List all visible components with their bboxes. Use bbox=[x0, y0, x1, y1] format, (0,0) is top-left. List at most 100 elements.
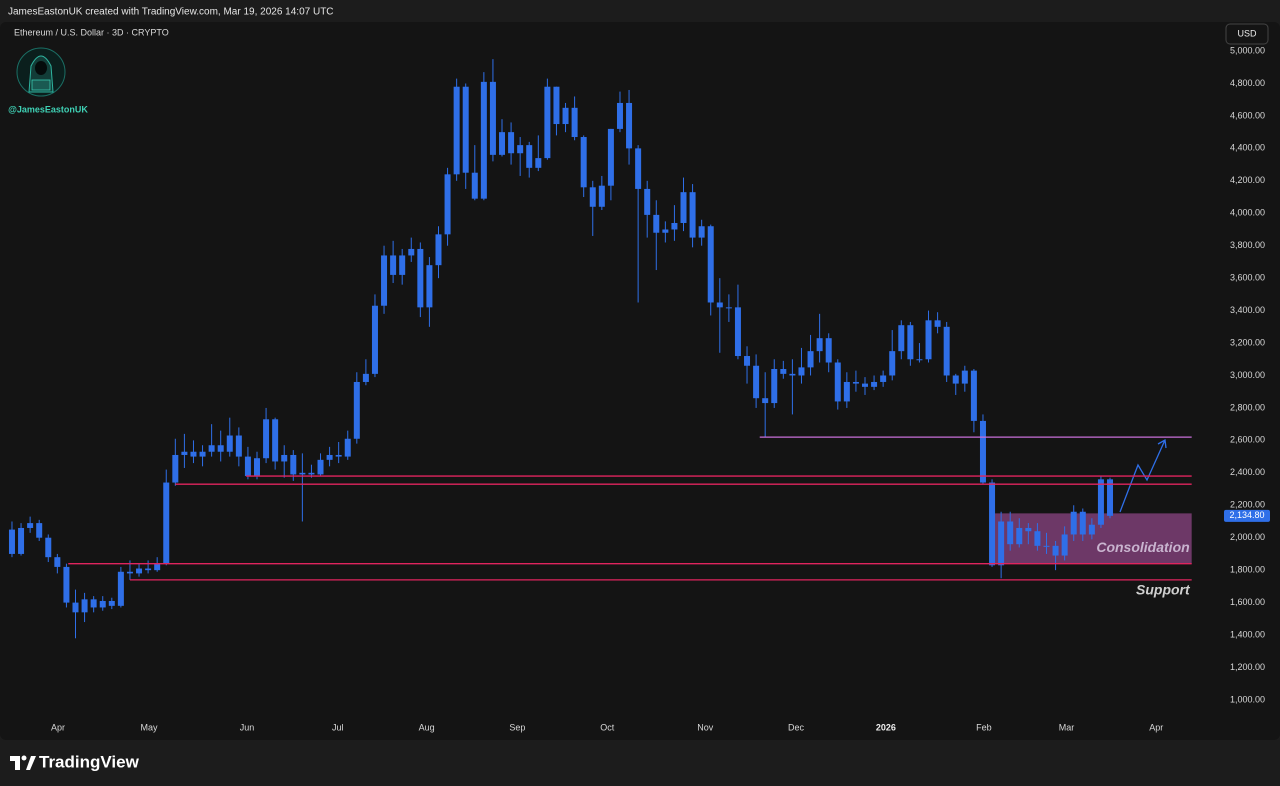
candle-body bbox=[680, 192, 687, 223]
candle-body bbox=[226, 435, 233, 452]
candle-body bbox=[925, 320, 932, 360]
candle-body bbox=[235, 435, 242, 457]
candle-body bbox=[916, 359, 923, 361]
candle-body bbox=[1034, 531, 1041, 546]
candle-body bbox=[1016, 527, 1023, 545]
candle-body bbox=[136, 568, 143, 574]
candle-body bbox=[861, 383, 868, 387]
candle-body bbox=[426, 265, 433, 308]
candle-body bbox=[689, 192, 696, 238]
candle-body bbox=[190, 451, 197, 457]
x-tick-label: Apr bbox=[1149, 722, 1163, 732]
candle-body bbox=[598, 185, 605, 207]
candle-body bbox=[816, 338, 823, 352]
x-tick-label: Oct bbox=[600, 722, 615, 732]
candle-body bbox=[281, 454, 288, 462]
candle-body bbox=[117, 571, 124, 606]
candle-body bbox=[553, 86, 560, 125]
candle-body bbox=[889, 351, 896, 376]
y-tick-label: 2,600.00 bbox=[1230, 435, 1265, 445]
candle-body bbox=[580, 137, 587, 188]
candle-body bbox=[290, 454, 297, 475]
candle-body bbox=[616, 102, 623, 129]
candle-body bbox=[417, 248, 424, 308]
tv-logo bbox=[10, 755, 36, 770]
candle-body bbox=[535, 158, 542, 168]
candle-body bbox=[1079, 511, 1086, 535]
candle-body bbox=[172, 454, 179, 483]
candle-body bbox=[263, 419, 270, 459]
candle-body bbox=[8, 529, 15, 554]
x-tick-label: Dec bbox=[788, 722, 805, 732]
candle-body bbox=[399, 255, 406, 275]
candle-body bbox=[762, 398, 769, 404]
x-tick-label: Jul bbox=[332, 722, 344, 732]
candle-body bbox=[526, 145, 533, 168]
y-tick-label: 3,200.00 bbox=[1230, 337, 1265, 347]
candle-body bbox=[308, 472, 315, 475]
y-tick-label: 3,600.00 bbox=[1230, 273, 1265, 283]
y-tick-label: 1,200.00 bbox=[1230, 662, 1265, 672]
candle-body bbox=[825, 338, 832, 363]
candle-body bbox=[489, 81, 496, 155]
candle-body bbox=[653, 214, 660, 233]
avatar bbox=[16, 47, 66, 97]
x-tick-label: Aug bbox=[419, 722, 435, 732]
candle-body bbox=[626, 102, 633, 149]
candle-body bbox=[390, 255, 397, 275]
candle-body bbox=[444, 174, 451, 235]
candle-body bbox=[253, 458, 260, 477]
candle-body bbox=[453, 86, 460, 175]
candle-body bbox=[145, 568, 152, 571]
candle-body bbox=[344, 438, 351, 457]
candle-body bbox=[1043, 545, 1050, 547]
candle-body bbox=[1025, 527, 1032, 532]
candle-body bbox=[208, 445, 215, 452]
y-tick-label: 4,200.00 bbox=[1230, 175, 1265, 185]
candle-body bbox=[435, 234, 442, 266]
candle-body bbox=[299, 472, 306, 475]
candle-body bbox=[1070, 511, 1077, 535]
plot-background bbox=[0, 22, 1280, 740]
candle-body bbox=[852, 381, 859, 384]
y-tick-label: 3,800.00 bbox=[1230, 240, 1265, 250]
candle-body bbox=[1061, 534, 1068, 556]
x-tick-label: Nov bbox=[697, 722, 714, 732]
candle-body bbox=[979, 420, 986, 483]
candle-body bbox=[163, 482, 170, 564]
candle-body bbox=[607, 128, 614, 186]
candle-body bbox=[562, 107, 569, 125]
credit: JamesEastonUK created with TradingView.c… bbox=[8, 7, 334, 18]
candle-body bbox=[45, 537, 52, 558]
y-tick-label: 5,000.00 bbox=[1230, 45, 1265, 55]
zone bbox=[990, 513, 1192, 564]
candle-body bbox=[408, 248, 415, 256]
candle-body bbox=[952, 375, 959, 384]
brand: TradingView bbox=[39, 752, 140, 771]
candle-body bbox=[335, 454, 342, 457]
candle-body bbox=[272, 419, 279, 462]
x-tick-label: Jun bbox=[240, 722, 255, 732]
candle-body bbox=[244, 456, 251, 477]
watermark: @JamesEastonUK bbox=[8, 104, 88, 114]
candle-body bbox=[898, 325, 905, 352]
zone-label: Consolidation bbox=[1096, 539, 1189, 555]
y-tick-label: 1,600.00 bbox=[1230, 597, 1265, 607]
y-tick-label: 2,200.00 bbox=[1230, 500, 1265, 510]
last-price-label: 2,134.80 bbox=[1229, 510, 1264, 520]
candle-body bbox=[880, 375, 887, 382]
currency-box[interactable] bbox=[1225, 23, 1269, 45]
y-tick-label: 3,400.00 bbox=[1230, 305, 1265, 315]
candle-body bbox=[381, 255, 388, 306]
candle-body bbox=[589, 187, 596, 207]
candle-body bbox=[362, 373, 369, 382]
y-tick-label: 2,800.00 bbox=[1230, 402, 1265, 412]
candle-body bbox=[970, 370, 977, 421]
candle-body bbox=[753, 365, 760, 399]
chart-title: Ethereum / U.S. Dollar · 3D · CRYPTO bbox=[14, 27, 169, 37]
footer bbox=[0, 742, 1280, 786]
candle-body bbox=[934, 320, 941, 327]
x-tick-label: Feb bbox=[976, 722, 992, 732]
y-tick-label: 2,000.00 bbox=[1230, 532, 1265, 542]
